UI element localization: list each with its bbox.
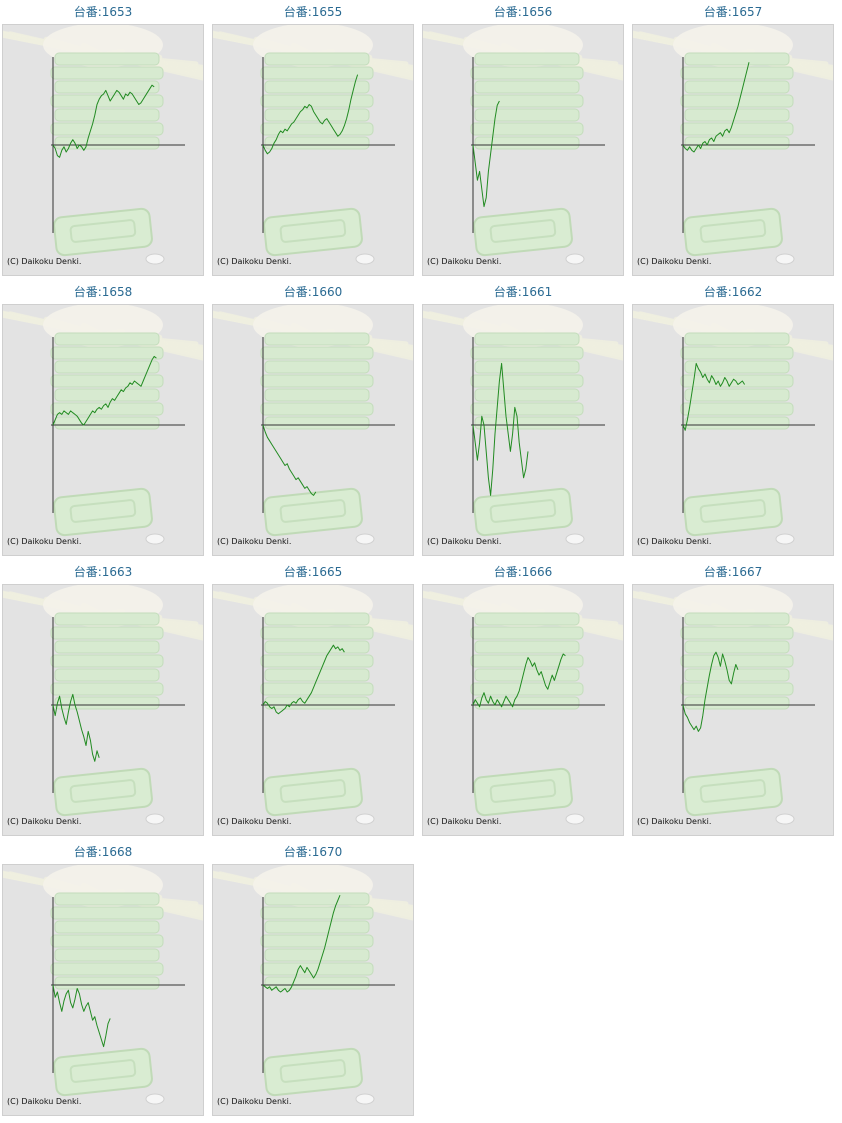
chart-title[interactable]: 台番:1666 (493, 565, 553, 579)
background-artwork (423, 25, 623, 265)
series-line (52, 984, 111, 1048)
background-artwork (3, 305, 203, 545)
chart-frame: (C) Daikoku Denki. (422, 304, 624, 556)
copyright-text: (C) Daikoku Denki. (637, 537, 712, 546)
series-line (682, 362, 746, 431)
chart-svg (3, 305, 203, 545)
copyright-text: (C) Daikoku Denki. (7, 817, 82, 826)
chart-frame: (C) Daikoku Denki. (632, 304, 834, 556)
background-artwork (3, 865, 203, 1105)
background-artwork (213, 865, 413, 1105)
background-artwork (423, 585, 623, 825)
chart-svg (633, 305, 833, 545)
copyright-text: (C) Daikoku Denki. (637, 817, 712, 826)
series-line (472, 362, 529, 496)
chart-frame: (C) Daikoku Denki. (632, 24, 834, 276)
series-line (262, 424, 317, 496)
chart-svg (213, 305, 413, 545)
background-artwork (213, 585, 413, 825)
series-line (682, 651, 739, 732)
chart-panel: 台番:1663 (C) Daikoku Denki. (0, 560, 206, 840)
chart-frame: (C) Daikoku Denki. (2, 584, 204, 836)
chart-frame: (C) Daikoku Denki. (212, 584, 414, 836)
background-artwork (633, 305, 833, 545)
copyright-text: (C) Daikoku Denki. (427, 537, 502, 546)
series-line (52, 693, 100, 762)
chart-title[interactable]: 台番:1662 (703, 285, 763, 299)
chart-svg (423, 585, 623, 825)
copyright-text: (C) Daikoku Denki. (217, 537, 292, 546)
series-line (262, 74, 359, 155)
series-line (52, 355, 157, 426)
copyright-text: (C) Daikoku Denki. (7, 537, 82, 546)
chart-frame: (C) Daikoku Denki. (632, 584, 834, 836)
chart-title[interactable]: 台番:1655 (283, 5, 343, 19)
copyright-text: (C) Daikoku Denki. (7, 1097, 82, 1106)
chart-title[interactable]: 台番:1660 (283, 285, 343, 299)
background-artwork (213, 25, 413, 265)
chart-svg (633, 585, 833, 825)
chart-frame: (C) Daikoku Denki. (212, 24, 414, 276)
chart-svg (3, 585, 203, 825)
background-artwork (3, 25, 203, 265)
background-artwork (3, 585, 203, 825)
chart-panel: 台番:1670 (C) Daikoku Denki. (210, 840, 416, 1120)
chart-panel: 台番:1660 (C) Daikoku Denki. (210, 280, 416, 560)
chart-svg (423, 25, 623, 265)
chart-title[interactable]: 台番:1658 (73, 285, 133, 299)
background-artwork (423, 305, 623, 545)
series-line (262, 895, 341, 993)
chart-panel: 台番:1658 (C) Daikoku Denki. (0, 280, 206, 560)
series-line (262, 644, 345, 715)
chart-svg (213, 25, 413, 265)
chart-panel: 台番:1667 (C) Daikoku Denki. (630, 560, 836, 840)
series-line (472, 100, 500, 208)
copyright-text: (C) Daikoku Denki. (427, 817, 502, 826)
chart-svg (423, 305, 623, 545)
copyright-text: (C) Daikoku Denki. (427, 257, 502, 266)
chart-svg (3, 865, 203, 1105)
chart-frame: (C) Daikoku Denki. (422, 584, 624, 836)
chart-title[interactable]: 台番:1670 (283, 845, 343, 859)
chart-title[interactable]: 台番:1665 (283, 565, 343, 579)
copyright-text: (C) Daikoku Denki. (217, 817, 292, 826)
chart-title[interactable]: 台番:1653 (73, 5, 133, 19)
chart-panel: 台番:1662 (C) Daikoku Denki. (630, 280, 836, 560)
chart-panel: 台番:1661 (C) Daikoku Denki. (420, 280, 626, 560)
chart-frame: (C) Daikoku Denki. (422, 24, 624, 276)
chart-frame: (C) Daikoku Denki. (2, 864, 204, 1116)
chart-frame: (C) Daikoku Denki. (2, 304, 204, 556)
chart-frame: (C) Daikoku Denki. (2, 24, 204, 276)
copyright-text: (C) Daikoku Denki. (637, 257, 712, 266)
chart-title[interactable]: 台番:1657 (703, 5, 763, 19)
background-artwork (633, 25, 833, 265)
chart-svg (213, 865, 413, 1105)
chart-svg (213, 585, 413, 825)
background-artwork (213, 305, 413, 545)
chart-title[interactable]: 台番:1661 (493, 285, 553, 299)
chart-panel: 台番:1653 (C) Daikoku Denki. (0, 0, 206, 280)
chart-frame: (C) Daikoku Denki. (212, 304, 414, 556)
chart-panel: 台番:1655 (C) Daikoku Denki. (210, 0, 416, 280)
copyright-text: (C) Daikoku Denki. (217, 1097, 292, 1106)
chart-title[interactable]: 台番:1667 (703, 565, 763, 579)
chart-panel: 台番:1665 (C) Daikoku Denki. (210, 560, 416, 840)
chart-title[interactable]: 台番:1668 (73, 845, 133, 859)
chart-panel: 台番:1666 (C) Daikoku Denki. (420, 560, 626, 840)
chart-panel: 台番:1668 (C) Daikoku Denki. (0, 840, 206, 1120)
series-line (472, 653, 566, 708)
chart-panel: 台番:1656 (C) Daikoku Denki. (420, 0, 626, 280)
series-line (682, 62, 750, 153)
chart-title[interactable]: 台番:1663 (73, 565, 133, 579)
chart-title[interactable]: 台番:1656 (493, 5, 553, 19)
chart-panel: 台番:1657 (C) Daikoku Denki. (630, 0, 836, 280)
chart-frame: (C) Daikoku Denki. (212, 864, 414, 1116)
series-line (52, 84, 155, 158)
chart-svg (3, 25, 203, 265)
copyright-text: (C) Daikoku Denki. (7, 257, 82, 266)
chart-svg (633, 25, 833, 265)
copyright-text: (C) Daikoku Denki. (217, 257, 292, 266)
background-artwork (633, 585, 833, 825)
